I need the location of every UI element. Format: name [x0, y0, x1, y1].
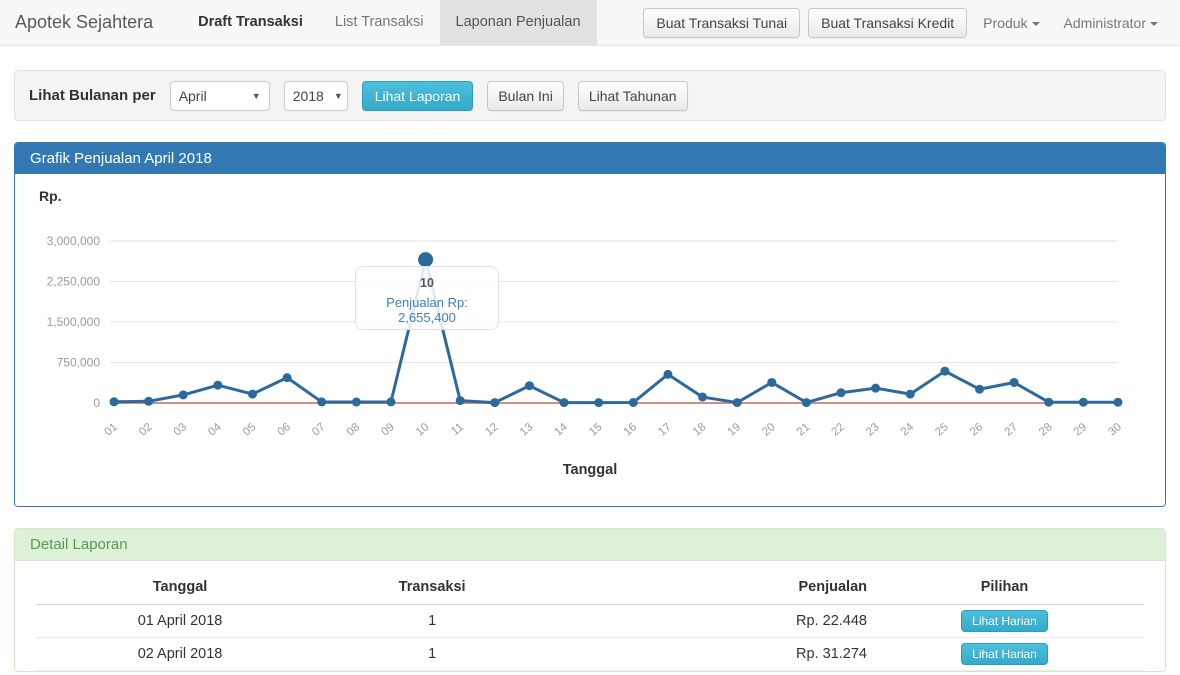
- chart-tooltip-value: Penjualan Rp: 2,655,400: [386, 295, 468, 325]
- administrator-dropdown[interactable]: Administrator: [1056, 15, 1166, 31]
- table-row: 02 April 2018 1 Rp. 31.274 Lihat Harian: [36, 637, 1144, 671]
- navbar-right: Buat Transaksi Tunai Buat Transaksi Kred…: [643, 0, 1180, 45]
- navbar: Apotek Sejahtera Draft Transaksi List Tra…: [0, 0, 1180, 46]
- buat-transaksi-kredit-button[interactable]: Buat Transaksi Kredit: [808, 7, 968, 38]
- svg-text:04: 04: [206, 421, 224, 439]
- detail-report-panel-title: Detail Laporan: [15, 529, 1165, 561]
- sales-chart-panel-title: Grafik Penjualan April 2018: [15, 143, 1165, 174]
- nav-item-draft-transaksi[interactable]: Draft Transaksi: [198, 14, 303, 30]
- svg-text:750,000: 750,000: [57, 356, 101, 370]
- chart-tooltip-day: 10: [420, 276, 434, 290]
- table-header-row: Tanggal Transaksi Penjualan Pilihan: [36, 571, 1144, 605]
- produk-dropdown-label: Produk: [983, 14, 1028, 31]
- svg-text:07: 07: [310, 421, 328, 438]
- svg-text:08: 08: [345, 421, 363, 438]
- svg-text:15: 15: [587, 421, 605, 438]
- svg-text:25: 25: [933, 421, 951, 438]
- cell-pilihan: Lihat Harian: [939, 637, 1144, 671]
- svg-text:21: 21: [795, 421, 813, 438]
- svg-text:16: 16: [622, 421, 640, 438]
- nav-tabs: Draft Transaksi List Transaksi Laponan Pen…: [182, 0, 597, 45]
- svg-text:1,500,000: 1,500,000: [47, 315, 101, 329]
- cell-transaksi: 1: [324, 637, 541, 671]
- sales-chart-panel: Grafik Penjualan April 2018 Rp. 0 750,000…: [14, 142, 1166, 507]
- buat-transaksi-tunai-button[interactable]: Buat Transaksi Tunai: [643, 7, 801, 38]
- svg-text:19: 19: [726, 421, 744, 438]
- svg-text:3,000,000: 3,000,000: [47, 234, 101, 248]
- chart-tooltip: 10 Penjualan Rp: 2,655,400: [355, 266, 499, 330]
- select-arrow-icon: ▼: [333, 90, 343, 101]
- svg-text:17: 17: [656, 421, 674, 438]
- svg-text:03: 03: [172, 421, 190, 438]
- svg-text:26: 26: [968, 421, 986, 438]
- chevron-down-icon: [1031, 21, 1040, 26]
- sales-chart-body: Rp. 0 750,000 1,500,000 2,250,000 3,000,000 0…: [15, 174, 1165, 506]
- svg-text:27: 27: [1003, 421, 1021, 438]
- year-select[interactable]: 2018 ▼: [283, 80, 348, 111]
- monthly-filter-bar: Lihat Bulanan per April ▼ 2018 ▼ Lihat L…: [14, 70, 1166, 121]
- filter-label: Lihat Bulanan per: [29, 87, 156, 104]
- lihat-harian-button[interactable]: Lihat Harian: [961, 609, 1048, 632]
- svg-text:23: 23: [864, 421, 882, 438]
- sales-line-chart: 0 750,000 1,500,000 2,250,000 3,000,000 01 02 0…: [47, 234, 1124, 439]
- svg-text:14: 14: [552, 421, 570, 439]
- svg-text:01: 01: [102, 421, 120, 438]
- cell-penjualan: Rp. 22.448: [540, 604, 939, 638]
- svg-text:10: 10: [414, 421, 432, 438]
- select-arrow-icon: ▼: [251, 90, 261, 101]
- svg-text:2,250,000: 2,250,000: [47, 275, 101, 289]
- svg-text:24: 24: [899, 421, 917, 439]
- svg-text:12: 12: [483, 421, 501, 438]
- lihat-laporan-button[interactable]: Lihat Laporan: [361, 80, 474, 111]
- year-select-value: 2018: [292, 87, 324, 104]
- header-tanggal: Tanggal: [36, 571, 325, 605]
- table-row: 01 April 2018 1 Rp. 22.448 Lihat Harian: [36, 604, 1144, 638]
- svg-text:02: 02: [137, 421, 155, 438]
- svg-text:05: 05: [241, 421, 259, 438]
- svg-text:11: 11: [449, 421, 466, 438]
- month-select[interactable]: April ▼: [169, 80, 270, 111]
- detail-report-body: Tanggal Transaksi Penjualan Pilihan 01 A…: [15, 561, 1165, 671]
- nav-item-laponan-penjualan[interactable]: Laponan Penjualan: [439, 0, 597, 45]
- svg-text:0: 0: [93, 396, 100, 410]
- header-transaksi: Transaksi: [324, 571, 541, 605]
- svg-text:22: 22: [829, 421, 847, 438]
- lihat-harian-button[interactable]: Lihat Harian: [961, 642, 1048, 665]
- month-select-value: April: [178, 87, 207, 104]
- header-pilihan: Pilihan: [939, 571, 1144, 605]
- svg-text:20: 20: [760, 421, 778, 438]
- svg-text:30: 30: [1106, 421, 1124, 438]
- header-penjualan: Penjualan: [540, 571, 939, 605]
- nav-item-list-transaksi[interactable]: List Transaksi: [334, 14, 424, 30]
- cell-penjualan: Rp. 31.274: [540, 637, 939, 671]
- cell-tanggal: 01 April 2018: [36, 604, 325, 638]
- svg-text:06: 06: [276, 421, 294, 438]
- administrator-dropdown-label: Administrator: [1063, 14, 1146, 31]
- cell-pilihan: Lihat Harian: [939, 604, 1144, 638]
- cell-transaksi: 1: [324, 604, 541, 638]
- lihat-tahunan-button[interactable]: Lihat Tahunan: [577, 80, 688, 111]
- svg-text:13: 13: [518, 421, 536, 438]
- produk-dropdown[interactable]: Produk: [975, 15, 1047, 31]
- chevron-down-icon: [1150, 21, 1158, 26]
- cell-tanggal: 02 April 2018: [36, 637, 325, 671]
- svg-text:28: 28: [1037, 421, 1055, 438]
- detail-report-table: Tanggal Transaksi Penjualan Pilihan 01 A…: [36, 571, 1144, 671]
- svg-text:18: 18: [691, 421, 709, 438]
- svg-text:29: 29: [1072, 421, 1090, 438]
- svg-text:09: 09: [379, 421, 397, 438]
- x-axis-title: Tanggal: [562, 462, 618, 478]
- bulan-ini-button[interactable]: Bulan Ini: [487, 80, 564, 111]
- detail-report-panel: Detail Laporan Tanggal Transaksi Penjual…: [14, 528, 1166, 672]
- app-brand[interactable]: Apotek Sejahtera: [15, 12, 154, 32]
- y-axis-unit-label: Rp.: [39, 188, 62, 204]
